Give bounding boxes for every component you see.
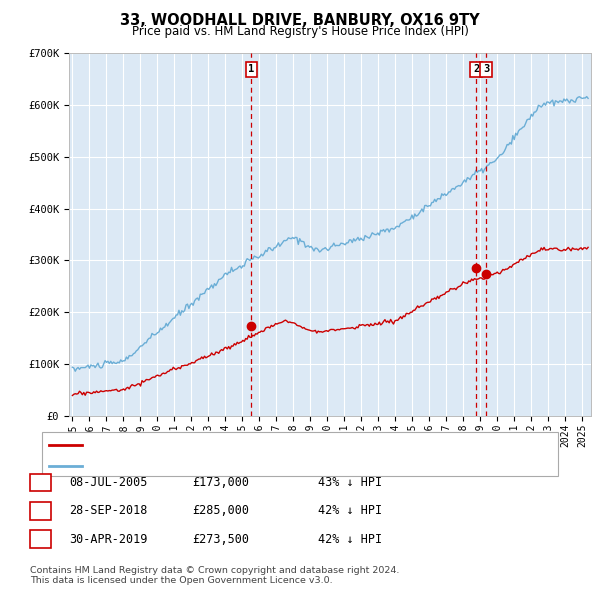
Text: 33, WOODHALL DRIVE, BANBURY, OX16 9TY: 33, WOODHALL DRIVE, BANBURY, OX16 9TY [120,13,480,28]
Text: 42% ↓ HPI: 42% ↓ HPI [318,504,382,517]
Text: 43% ↓ HPI: 43% ↓ HPI [318,476,382,489]
Text: £173,000: £173,000 [192,476,249,489]
Text: 42% ↓ HPI: 42% ↓ HPI [318,533,382,546]
Text: 1: 1 [248,64,254,74]
Text: HPI: Average price, detached house, Cherwell: HPI: Average price, detached house, Cher… [88,461,343,470]
Text: 3: 3 [483,64,489,74]
Text: 33, WOODHALL DRIVE, BANBURY, OX16 9TY (detached house): 33, WOODHALL DRIVE, BANBURY, OX16 9TY (d… [88,440,435,450]
Text: £285,000: £285,000 [192,504,249,517]
Text: 08-JUL-2005: 08-JUL-2005 [69,476,148,489]
Text: Price paid vs. HM Land Registry's House Price Index (HPI): Price paid vs. HM Land Registry's House … [131,25,469,38]
Text: £273,500: £273,500 [192,533,249,546]
Text: 2: 2 [37,506,44,516]
Text: 3: 3 [37,535,44,544]
Text: 30-APR-2019: 30-APR-2019 [69,533,148,546]
Text: 28-SEP-2018: 28-SEP-2018 [69,504,148,517]
Text: 2: 2 [473,64,479,74]
Text: 1: 1 [37,478,44,487]
Text: Contains HM Land Registry data © Crown copyright and database right 2024.
This d: Contains HM Land Registry data © Crown c… [30,566,400,585]
